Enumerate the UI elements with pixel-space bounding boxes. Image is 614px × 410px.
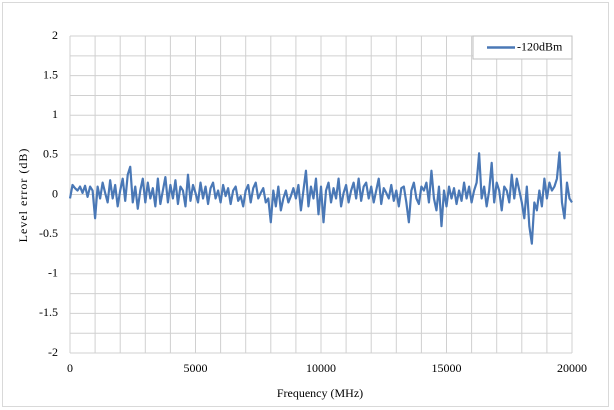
- y-tick-label: 1: [52, 107, 58, 121]
- y-tick-label: -0.5: [39, 226, 58, 240]
- y-tick-label: 1.5: [43, 67, 58, 81]
- x-tick-label: 20000: [557, 361, 587, 375]
- y-tick-label: 2: [52, 28, 58, 42]
- legend-box: [472, 35, 573, 60]
- y-tick-label: 0: [52, 186, 58, 200]
- legend-label: -120dBm: [517, 39, 563, 53]
- y-tick-label: -1: [48, 266, 58, 280]
- y-tick-label: 0.5: [43, 147, 58, 161]
- y-tick-label: -2: [48, 345, 58, 359]
- x-tick-label: 10000: [306, 361, 336, 375]
- x-axis-title: Frequency (MHz): [277, 386, 363, 400]
- data-line: [68, 151, 573, 245]
- x-tick-label: 0: [67, 361, 73, 375]
- x-tick-label: 15000: [432, 361, 462, 375]
- chart-border: [2, 2, 609, 407]
- y-axis-title: Level error (dB): [16, 148, 30, 243]
- x-tick-label: 5000: [184, 361, 208, 375]
- y-tick-label: -1.5: [39, 305, 58, 319]
